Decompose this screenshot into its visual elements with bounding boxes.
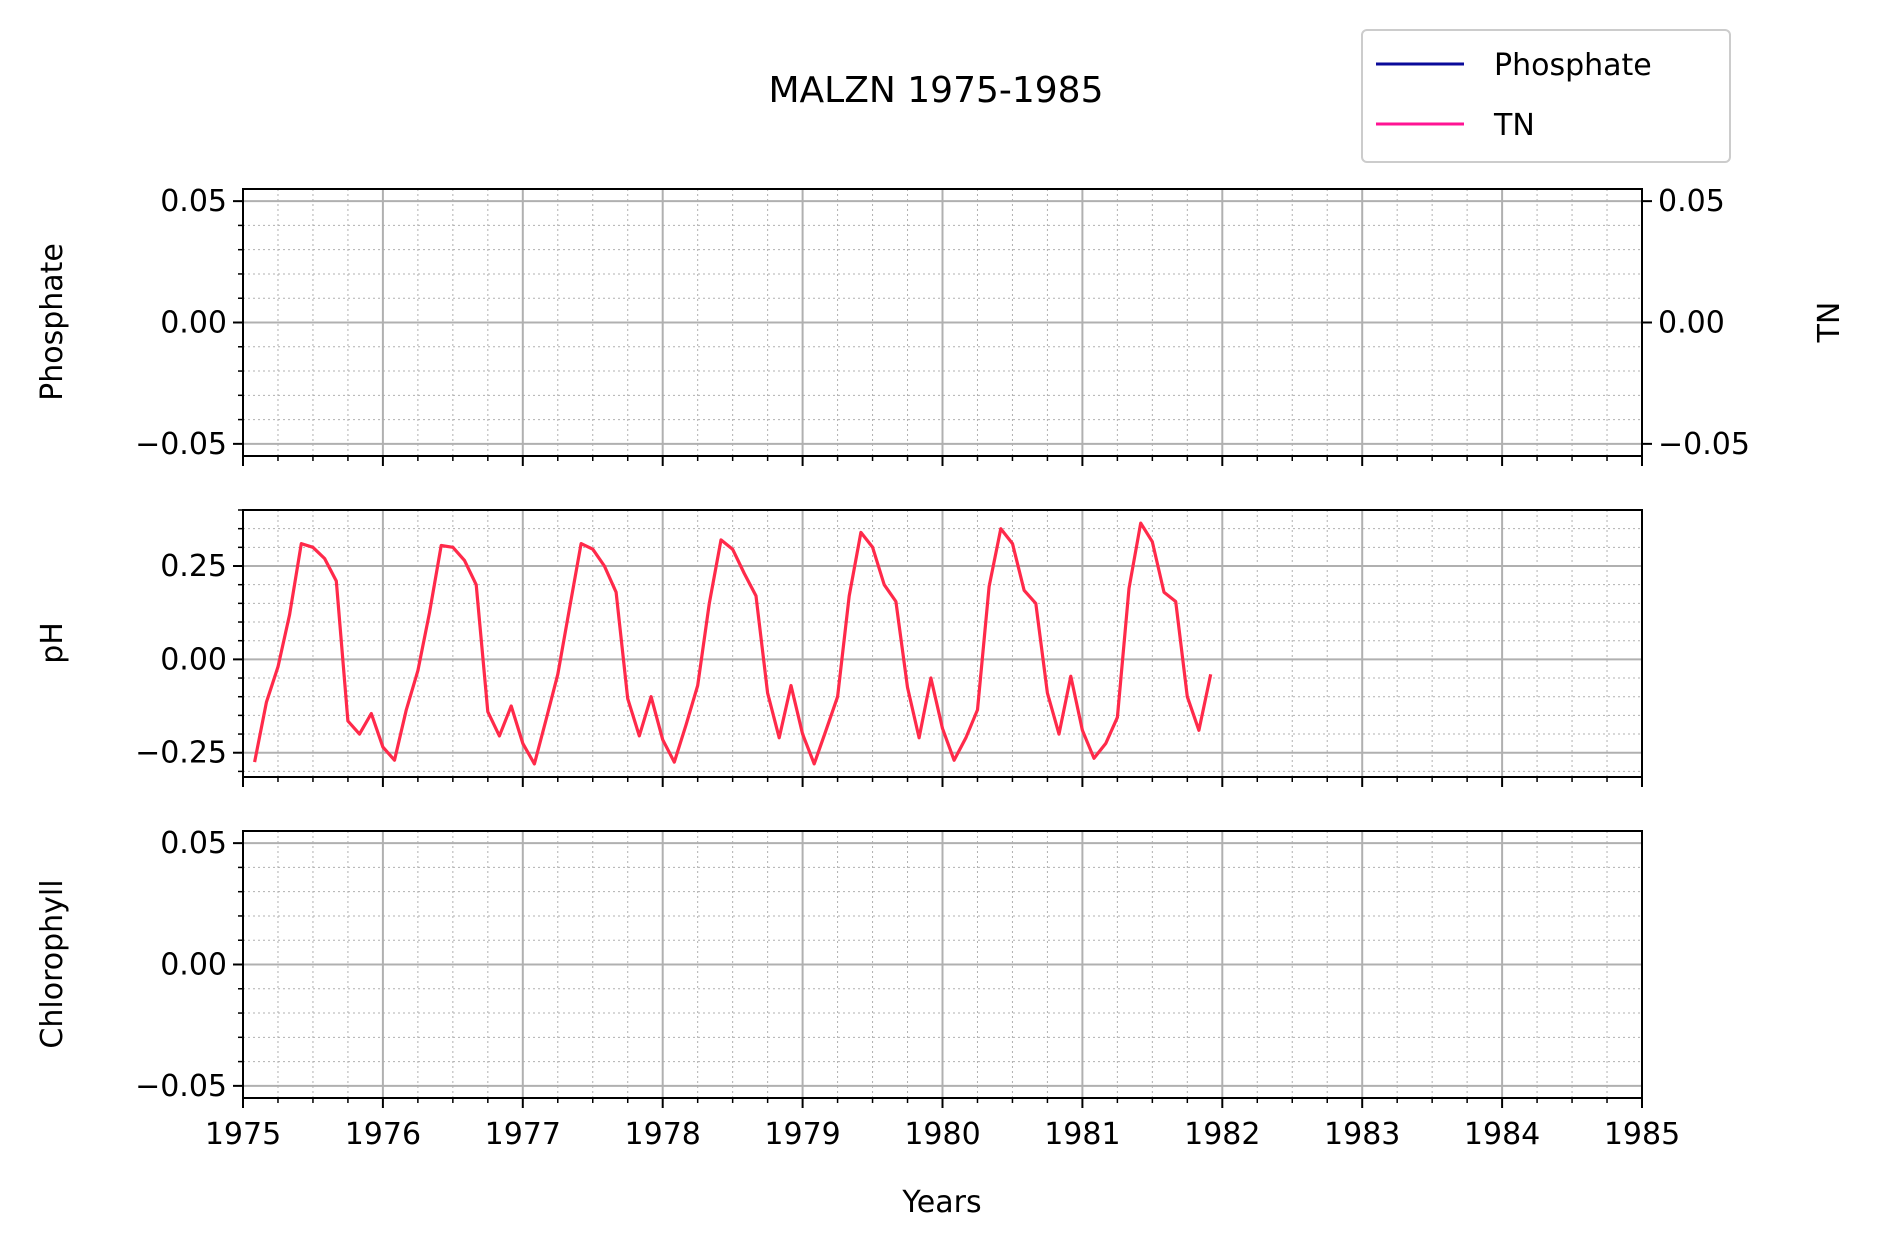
panel-ph-series <box>253 521 1213 766</box>
chart-title: MALZN 1975-1985 <box>768 70 1103 111</box>
x-tick-label: 1977 <box>485 1117 561 1152</box>
phosphate-axis-label: Phosphate <box>35 243 70 401</box>
y-tick-label: 0.00 <box>160 948 227 983</box>
panel-ph-y-ticks: −0.25 0.00 0.25 <box>135 509 243 773</box>
panel-phosphate-right-y-ticks: −0.05 0.00 0.05 <box>1642 184 1750 462</box>
panel-ph-grid <box>242 509 1643 777</box>
y-tick-label: −0.05 <box>135 427 227 462</box>
x-axis-label: Years <box>901 1185 981 1220</box>
x-tick-label: 1984 <box>1464 1117 1540 1152</box>
y-tick-label: −0.05 <box>135 1069 227 1104</box>
panel-phosphate-y-ticks: −0.05 0.00 0.05 <box>135 184 243 462</box>
panel-chlorophyll: −0.050.000.05 1975 1976 1977 1978 1979 1980 19… <box>35 826 1680 1220</box>
right-y-tick-label: 0.00 <box>1658 306 1725 341</box>
y-tick-label: 0.00 <box>160 642 227 677</box>
chlorophyll-axis-label: Chlorophyll <box>35 879 70 1048</box>
x-tick-label: 1975 <box>205 1117 281 1152</box>
y-tick-label: 0.05 <box>160 826 227 861</box>
panel-phosphate-x-ticks <box>242 456 1643 466</box>
y-tick-label: 0.05 <box>160 184 227 219</box>
right-y-tick-label: 0.05 <box>1658 184 1725 219</box>
x-tick-label: 1981 <box>1044 1117 1120 1152</box>
y-tick-label: 0.25 <box>160 549 227 584</box>
legend: Phosphate TN <box>1361 29 1731 163</box>
panel-chlorophyll-x-ticks <box>242 1098 1643 1108</box>
right-y-tick-label: −0.05 <box>1658 427 1750 462</box>
panel-ph: −0.25 0.00 0.25 pH <box>35 509 1643 787</box>
panel-phosphate-grid <box>242 189 1643 456</box>
legend-tn-label: TN <box>1493 108 1535 143</box>
x-tick-label: 1979 <box>764 1117 840 1152</box>
x-tick-label: 1982 <box>1184 1117 1260 1152</box>
x-tick-label: 1980 <box>904 1117 980 1152</box>
panel-phosphate: −0.05 0.00 0.05 −0.05 0.00 0.05 Phosphate TN <box>35 184 1847 466</box>
y-tick-label: −0.25 <box>135 736 227 771</box>
legend-phosphate-label: Phosphate <box>1494 48 1652 83</box>
x-tick-label: 1976 <box>345 1117 421 1152</box>
panel-ph-x-ticks <box>242 777 1643 787</box>
x-tick-label: 1985 <box>1604 1117 1680 1152</box>
x-tick-label: 1983 <box>1324 1117 1400 1152</box>
series-line-ph <box>253 521 1213 766</box>
x-tick-labels: 1975 1976 1977 1978 1979 1980 1981 1982 1983 1984… <box>205 1117 1680 1152</box>
x-tick-label: 1978 <box>625 1117 701 1152</box>
y-tick-label: 0.00 <box>160 306 227 341</box>
panel-chlorophyll-grid <box>242 831 1643 1098</box>
panel-chlorophyll-y-ticks: −0.05 0.00 0.05 <box>135 826 243 1104</box>
ph-axis-label: pH <box>35 622 70 664</box>
tn-axis-label: TN <box>1812 302 1847 344</box>
